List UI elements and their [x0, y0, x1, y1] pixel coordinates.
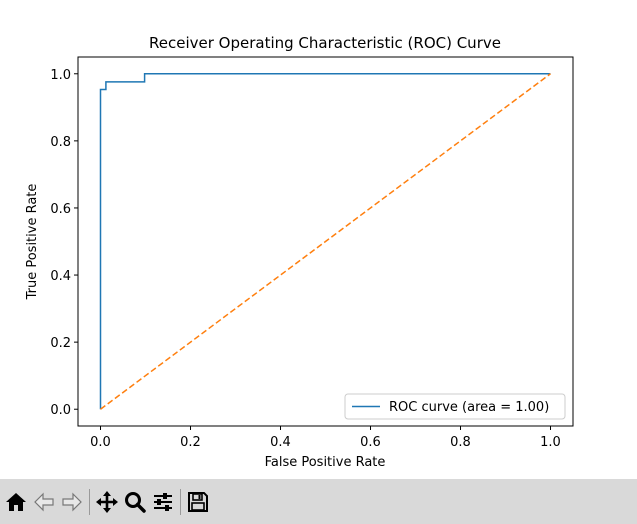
x-tick-label: 0.0 — [90, 435, 111, 450]
y-tick-label: 0.2 — [50, 336, 71, 351]
y-tick-label: 1.0 — [50, 68, 71, 83]
legend-box — [344, 393, 566, 420]
pan-icon — [96, 490, 118, 513]
pan-button[interactable] — [93, 487, 121, 517]
y-tick-label: 0.8 — [50, 135, 71, 150]
zoom-icon — [125, 491, 146, 513]
series-line-1 — [100, 73, 551, 410]
figure-canvas: Receiver Operating Characteristic (ROC) … — [25, 34, 574, 470]
configure-subplots-icon — [154, 492, 172, 511]
legend-label-roc: ROC curve (area = 1.00) — [389, 400, 549, 415]
series-layer — [99, 73, 551, 410]
forward-arrow-icon — [62, 492, 82, 511]
y-tick-label: 0.0 — [50, 403, 71, 418]
zoom-button[interactable] — [121, 487, 149, 517]
y-tick-label: 0.4 — [50, 269, 71, 284]
back-button[interactable] — [30, 487, 58, 517]
home-icon — [6, 492, 26, 511]
chart-title: Receiver Operating Characteristic (ROC) … — [149, 34, 501, 52]
x-tick-label: 0.8 — [450, 435, 471, 450]
x-axis-label: False Positive Rate — [265, 455, 386, 470]
toolbar-separator — [89, 488, 90, 515]
forward-button[interactable] — [58, 487, 86, 517]
save-button[interactable] — [184, 487, 212, 517]
x-tick-label: 0.4 — [270, 435, 291, 450]
x-tick-label: 1.0 — [540, 435, 561, 450]
legend: ROC curve (area = 1.00) — [344, 393, 566, 420]
x-tick-label: 0.6 — [360, 435, 381, 450]
series-line-0 — [99, 73, 551, 410]
y-tick-label: 0.6 — [50, 202, 71, 217]
home-button[interactable] — [2, 487, 30, 517]
configure-subplots-button[interactable] — [149, 487, 177, 517]
plot-frame — [77, 56, 574, 427]
navigation-toolbar — [0, 479, 637, 524]
save-icon — [188, 491, 208, 512]
y-axis-ticks: 0.0 0.2 0.4 0.6 0.8 1.0 — [50, 68, 78, 418]
y-axis-label: True Positive Rate — [25, 184, 40, 301]
back-arrow-icon — [34, 492, 54, 511]
x-axis-ticks: 0.0 0.2 0.4 0.6 0.8 1.0 — [90, 426, 561, 450]
toolbar-separator — [180, 488, 181, 515]
x-tick-label: 0.2 — [180, 435, 201, 450]
